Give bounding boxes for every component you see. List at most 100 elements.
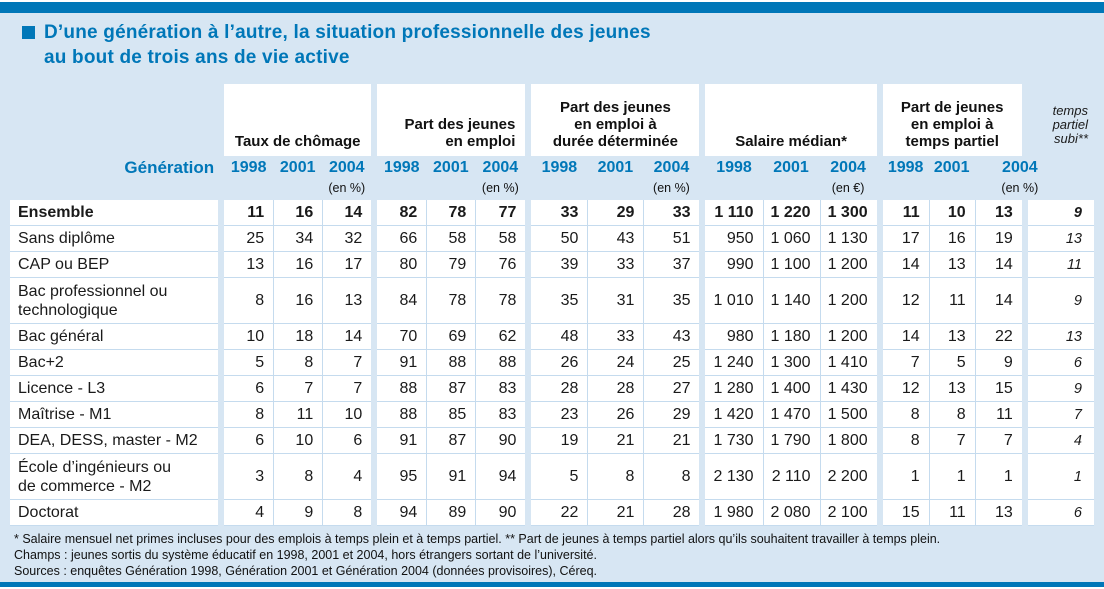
value-cell: 19 <box>531 428 588 454</box>
value-cell: 78 <box>475 278 526 324</box>
year-header: 2004 <box>328 159 365 176</box>
value-cell: 91 <box>377 350 427 376</box>
value-cell: 1 200 <box>819 252 877 278</box>
value-cell: 1 180 <box>762 324 820 350</box>
value-cell: 1 420 <box>705 402 763 428</box>
subi-value-cell: 6 <box>1027 350 1094 376</box>
value-cell: 78 <box>426 278 476 324</box>
value-cell: 77 <box>475 200 526 226</box>
value-cell: 28 <box>587 376 644 402</box>
value-cell: 7 <box>322 376 372 402</box>
value-cell: 70 <box>377 324 427 350</box>
footnotes: * Salaire mensuel net primes incluses po… <box>14 531 1090 579</box>
subi-value-cell: 1 <box>1027 454 1094 500</box>
value-cell: 8 <box>928 402 975 428</box>
value-cell: 88 <box>377 376 427 402</box>
year-header: 2001 <box>773 159 809 176</box>
subi-value-cell: 9 <box>1027 278 1094 324</box>
value-cell: 1 220 <box>762 200 820 226</box>
square-bullet-icon <box>22 26 35 39</box>
table-row: Licence - L3 6 7 7 88 87 83 28 28 27 1 280 1 400 1 4… <box>10 376 1094 402</box>
value-cell: 8 <box>273 454 323 500</box>
value-cell: 25 <box>643 350 700 376</box>
value-cell: 88 <box>426 350 476 376</box>
value-cell: 1 730 <box>705 428 763 454</box>
value-cell: 4 <box>322 454 372 500</box>
subi-value-cell: 4 <box>1027 428 1094 454</box>
value-cell: 91 <box>426 454 476 500</box>
value-cell: 1 <box>882 454 929 500</box>
table-row: Maîtrise - M1 8 11 10 88 85 83 23 26 29 1 420 1 470… <box>10 402 1094 428</box>
table-row: CAP ou BEP 13 16 17 80 79 76 39 33 37 990 1 100 1 20… <box>10 252 1094 278</box>
value-cell: 10 <box>224 324 274 350</box>
table-body: Ensemble 11 16 14 82 78 77 33 29 33 1 110 1 220 1 30… <box>10 200 1094 526</box>
years-row: Génération 1998 2001 2004 1998 2001 2004… <box>10 156 1094 180</box>
value-cell: 6 <box>224 428 274 454</box>
value-cell: 12 <box>882 376 929 402</box>
year-header: 1998 <box>230 159 267 176</box>
subi-value-cell: 7 <box>1027 402 1094 428</box>
value-cell: 8 <box>587 454 644 500</box>
group-header-emploi: Part des jeunes en emploi <box>377 84 526 156</box>
value-cell: 950 <box>705 226 763 252</box>
subi-value-cell: 6 <box>1027 500 1094 526</box>
value-cell: 14 <box>882 324 929 350</box>
value-cell: 16 <box>928 226 975 252</box>
unit-label: (en €) <box>831 181 865 195</box>
value-cell: 22 <box>974 324 1022 350</box>
value-cell: 17 <box>882 226 929 252</box>
unit-label: (en %) <box>1001 181 1039 195</box>
value-cell: 21 <box>643 428 700 454</box>
value-cell: 8 <box>273 350 323 376</box>
value-cell: 13 <box>224 252 274 278</box>
value-cell: 50 <box>531 226 588 252</box>
value-cell: 26 <box>587 402 644 428</box>
row-label: Bac+2 <box>10 350 219 376</box>
value-cell: 17 <box>322 252 372 278</box>
value-cell: 10 <box>322 402 372 428</box>
value-cell: 7 <box>928 428 975 454</box>
row-label: Doctorat <box>10 500 219 526</box>
title-line-1: D’une génération à l’autre, la situation… <box>44 22 651 43</box>
value-cell: 87 <box>426 428 476 454</box>
value-cell: 33 <box>531 200 588 226</box>
year-header: 1998 <box>716 159 752 176</box>
value-cell: 9 <box>974 350 1022 376</box>
value-cell: 19 <box>974 226 1022 252</box>
value-cell: 1 100 <box>762 252 820 278</box>
value-cell: 980 <box>705 324 763 350</box>
subi-value-cell: 13 <box>1027 324 1094 350</box>
value-cell: 1 010 <box>705 278 763 324</box>
value-cell: 14 <box>322 324 372 350</box>
value-cell: 85 <box>426 402 476 428</box>
value-cell: 58 <box>475 226 526 252</box>
value-cell: 7 <box>322 350 372 376</box>
subi-value-cell: 9 <box>1027 376 1094 402</box>
value-cell: 83 <box>475 376 526 402</box>
unit-label: (en %) <box>328 181 366 195</box>
group-header-salaire: Salaire médian* <box>705 84 877 156</box>
value-cell: 25 <box>224 226 274 252</box>
value-cell: 94 <box>377 500 427 526</box>
value-cell: 11 <box>224 200 274 226</box>
value-cell: 1 <box>974 454 1022 500</box>
value-cell: 88 <box>377 402 427 428</box>
corner-cell <box>10 84 218 156</box>
value-cell: 76 <box>475 252 526 278</box>
value-cell: 26 <box>531 350 588 376</box>
group-header-temps-partiel: Part de jeunes en emploi à temps partiel <box>882 84 1022 156</box>
value-cell: 22 <box>531 500 588 526</box>
value-cell: 29 <box>643 402 700 428</box>
value-cell: 87 <box>426 376 476 402</box>
value-cell: 11 <box>928 278 975 324</box>
table-row: DEA, DESS, master - M2 6 10 6 91 87 90 19 21 21 1 … <box>10 428 1094 454</box>
value-cell: 37 <box>643 252 700 278</box>
value-cell: 13 <box>322 278 372 324</box>
value-cell: 89 <box>426 500 476 526</box>
value-cell: 1 500 <box>819 402 877 428</box>
value-cell: 8 <box>882 402 929 428</box>
value-cell: 11 <box>974 402 1022 428</box>
subi-column-header: temps partiel subi** <box>1052 103 1088 146</box>
value-cell: 35 <box>643 278 700 324</box>
